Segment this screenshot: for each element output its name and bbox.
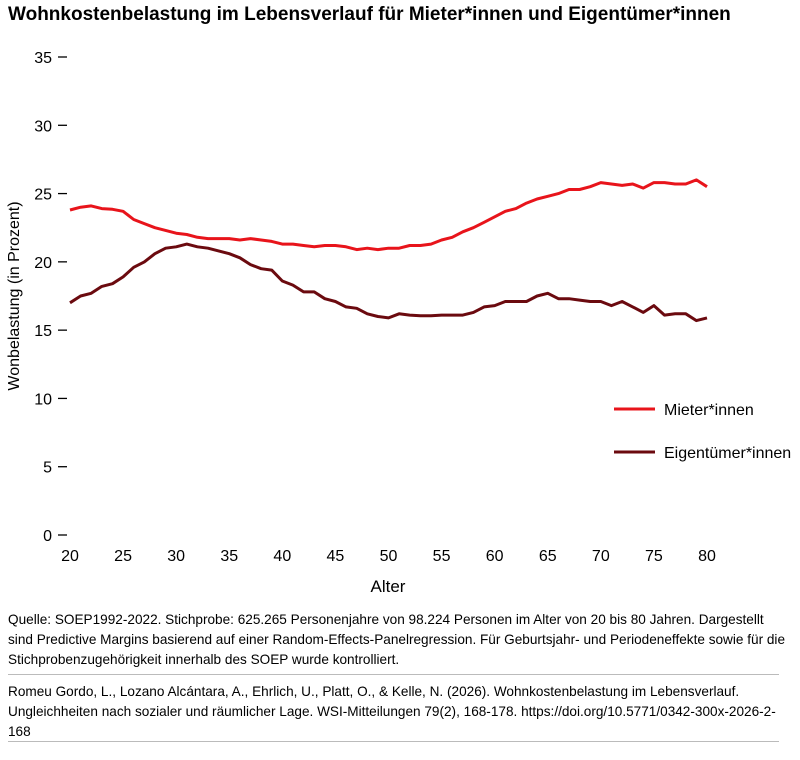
x-tick-label: 50 bbox=[380, 548, 398, 565]
x-tick-label: 40 bbox=[273, 548, 291, 565]
divider bbox=[8, 674, 779, 675]
x-tick-label: 65 bbox=[539, 548, 557, 565]
x-tick-label: 45 bbox=[327, 548, 345, 565]
chart-title: Wohnkostenbelastung im Lebensverlauf für… bbox=[8, 4, 731, 25]
y-tick-label: 0 bbox=[43, 528, 52, 545]
line-chart: 0 5 10 15 20 25 30 35 20 25 30 35 40 45 50 55 60 65 70 75 80… bbox=[6, 50, 791, 596]
y-tick-label: 35 bbox=[34, 50, 52, 67]
y-axis-label: Wonbelastung (in Prozent) bbox=[6, 201, 23, 390]
citation: Romeu Gordo, L., Lozano Alcántara, A., E… bbox=[8, 684, 776, 739]
series-line-mieter bbox=[69, 178, 708, 252]
y-tick-label: 30 bbox=[34, 118, 52, 135]
x-tick-label: 20 bbox=[61, 548, 79, 565]
y-tick-label: 25 bbox=[34, 187, 52, 204]
y-tick-label: 20 bbox=[34, 255, 52, 272]
x-tick-label: 80 bbox=[698, 548, 716, 565]
y-tick-label: 5 bbox=[43, 460, 52, 477]
series-line-eigentuemer bbox=[69, 242, 708, 323]
legend-label: Mieter*innen bbox=[664, 402, 754, 419]
source-note: Quelle: SOEP1992-2022. Stichprobe: 625.2… bbox=[8, 612, 786, 667]
x-tick-label: 75 bbox=[645, 548, 663, 565]
x-tick-label: 60 bbox=[486, 548, 504, 565]
x-tick-label: 30 bbox=[167, 548, 185, 565]
x-tick-label: 55 bbox=[433, 548, 451, 565]
divider bbox=[8, 741, 779, 742]
legend-label: Eigentümer*innen bbox=[664, 445, 791, 462]
y-tick-label: 10 bbox=[34, 391, 52, 408]
x-axis-label: Alter bbox=[371, 577, 406, 596]
x-tick-label: 70 bbox=[592, 548, 610, 565]
y-tick-label: 15 bbox=[34, 323, 52, 340]
x-tick-label: 35 bbox=[220, 548, 238, 565]
x-tick-label: 25 bbox=[114, 548, 132, 565]
